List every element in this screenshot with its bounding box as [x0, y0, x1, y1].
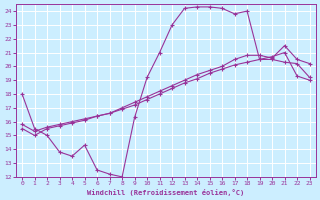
X-axis label: Windchill (Refroidissement éolien,°C): Windchill (Refroidissement éolien,°C): [87, 189, 244, 196]
